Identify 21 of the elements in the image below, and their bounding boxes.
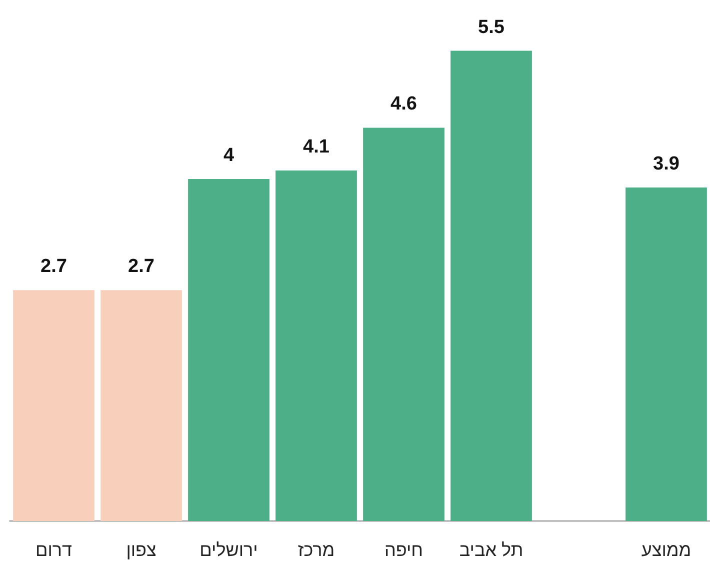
data-label: 4	[223, 145, 234, 166]
bar	[100, 290, 182, 521]
data-label: 3.9	[653, 154, 680, 175]
x-tick-label: מרכז	[298, 540, 335, 560]
bar	[626, 188, 707, 521]
data-label: 2.7	[128, 256, 154, 278]
x-tick-label: ירושלים	[200, 540, 258, 560]
data-label: 4.6	[390, 94, 417, 115]
bar	[363, 128, 444, 521]
x-tick-label: תל אביב	[459, 540, 524, 560]
bar	[13, 290, 94, 521]
data-label: 2.7	[40, 256, 67, 278]
x-tick-label: צפון	[126, 540, 157, 560]
bar	[188, 179, 270, 521]
x-tick-label: ממוצע	[641, 540, 692, 560]
bar	[276, 170, 357, 521]
data-label: 4.1	[303, 136, 330, 158]
data-label: 5.5	[478, 16, 505, 38]
x-tick-label: דרום	[36, 540, 72, 560]
x-tick-label: חיפה	[384, 540, 424, 560]
bar	[450, 50, 532, 521]
